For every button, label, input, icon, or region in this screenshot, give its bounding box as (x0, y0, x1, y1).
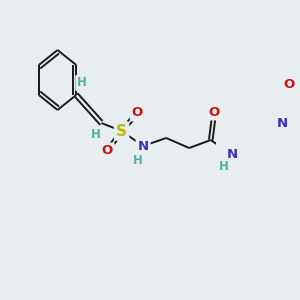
Text: H: H (91, 128, 100, 142)
Text: O: O (209, 106, 220, 118)
Text: N: N (227, 148, 238, 161)
Text: N: N (277, 117, 288, 130)
Text: O: O (132, 106, 143, 119)
Text: N: N (138, 140, 149, 152)
Text: H: H (219, 160, 229, 173)
Text: O: O (283, 77, 294, 91)
Text: N: N (277, 117, 288, 130)
Text: H: H (77, 76, 87, 89)
Text: H: H (132, 154, 142, 166)
Text: S: S (116, 124, 127, 139)
Text: O: O (101, 145, 113, 158)
